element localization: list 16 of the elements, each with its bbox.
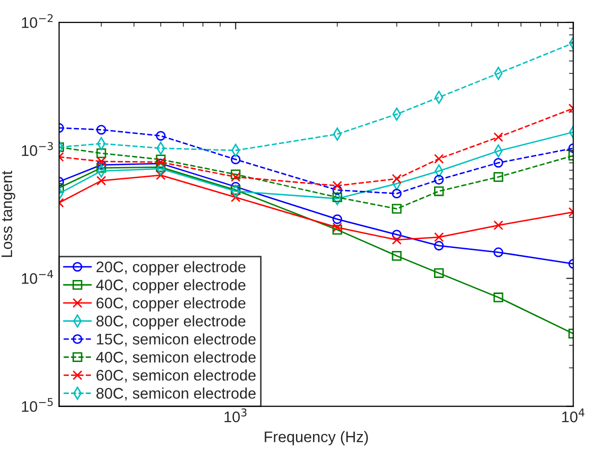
y-tick-label: 10$^{−4}$ — [22, 270, 54, 284]
legend-label: 15C, semicon electrode — [96, 333, 256, 346]
legend-label: 80C, copper electrode — [96, 315, 246, 330]
y-axis-title: Loss tangent — [2, 170, 16, 257]
legend-label: 60C, semicon electrode — [96, 369, 256, 382]
legend-label: 40C, copper electrode — [96, 279, 246, 294]
x-tick-label: 10$^{4}$ — [562, 408, 584, 422]
legend-label: 80C, semicon electrode — [96, 388, 256, 401]
x-tick-label: 10$^{3}$ — [224, 408, 247, 422]
y-tick-label: 10$^{−2}$ — [22, 14, 53, 28]
y-tick-label: 10$^{−3}$ — [22, 142, 53, 156]
x-axis-title: Frequency (Hz) — [264, 431, 368, 446]
y-tick-label: 10$^{−5}$ — [22, 398, 53, 412]
legend-label: 20C, copper electrode — [96, 261, 246, 276]
legend-label: 60C, copper electrode — [96, 297, 246, 312]
legend-label: 40C, semicon electrode — [96, 351, 256, 364]
